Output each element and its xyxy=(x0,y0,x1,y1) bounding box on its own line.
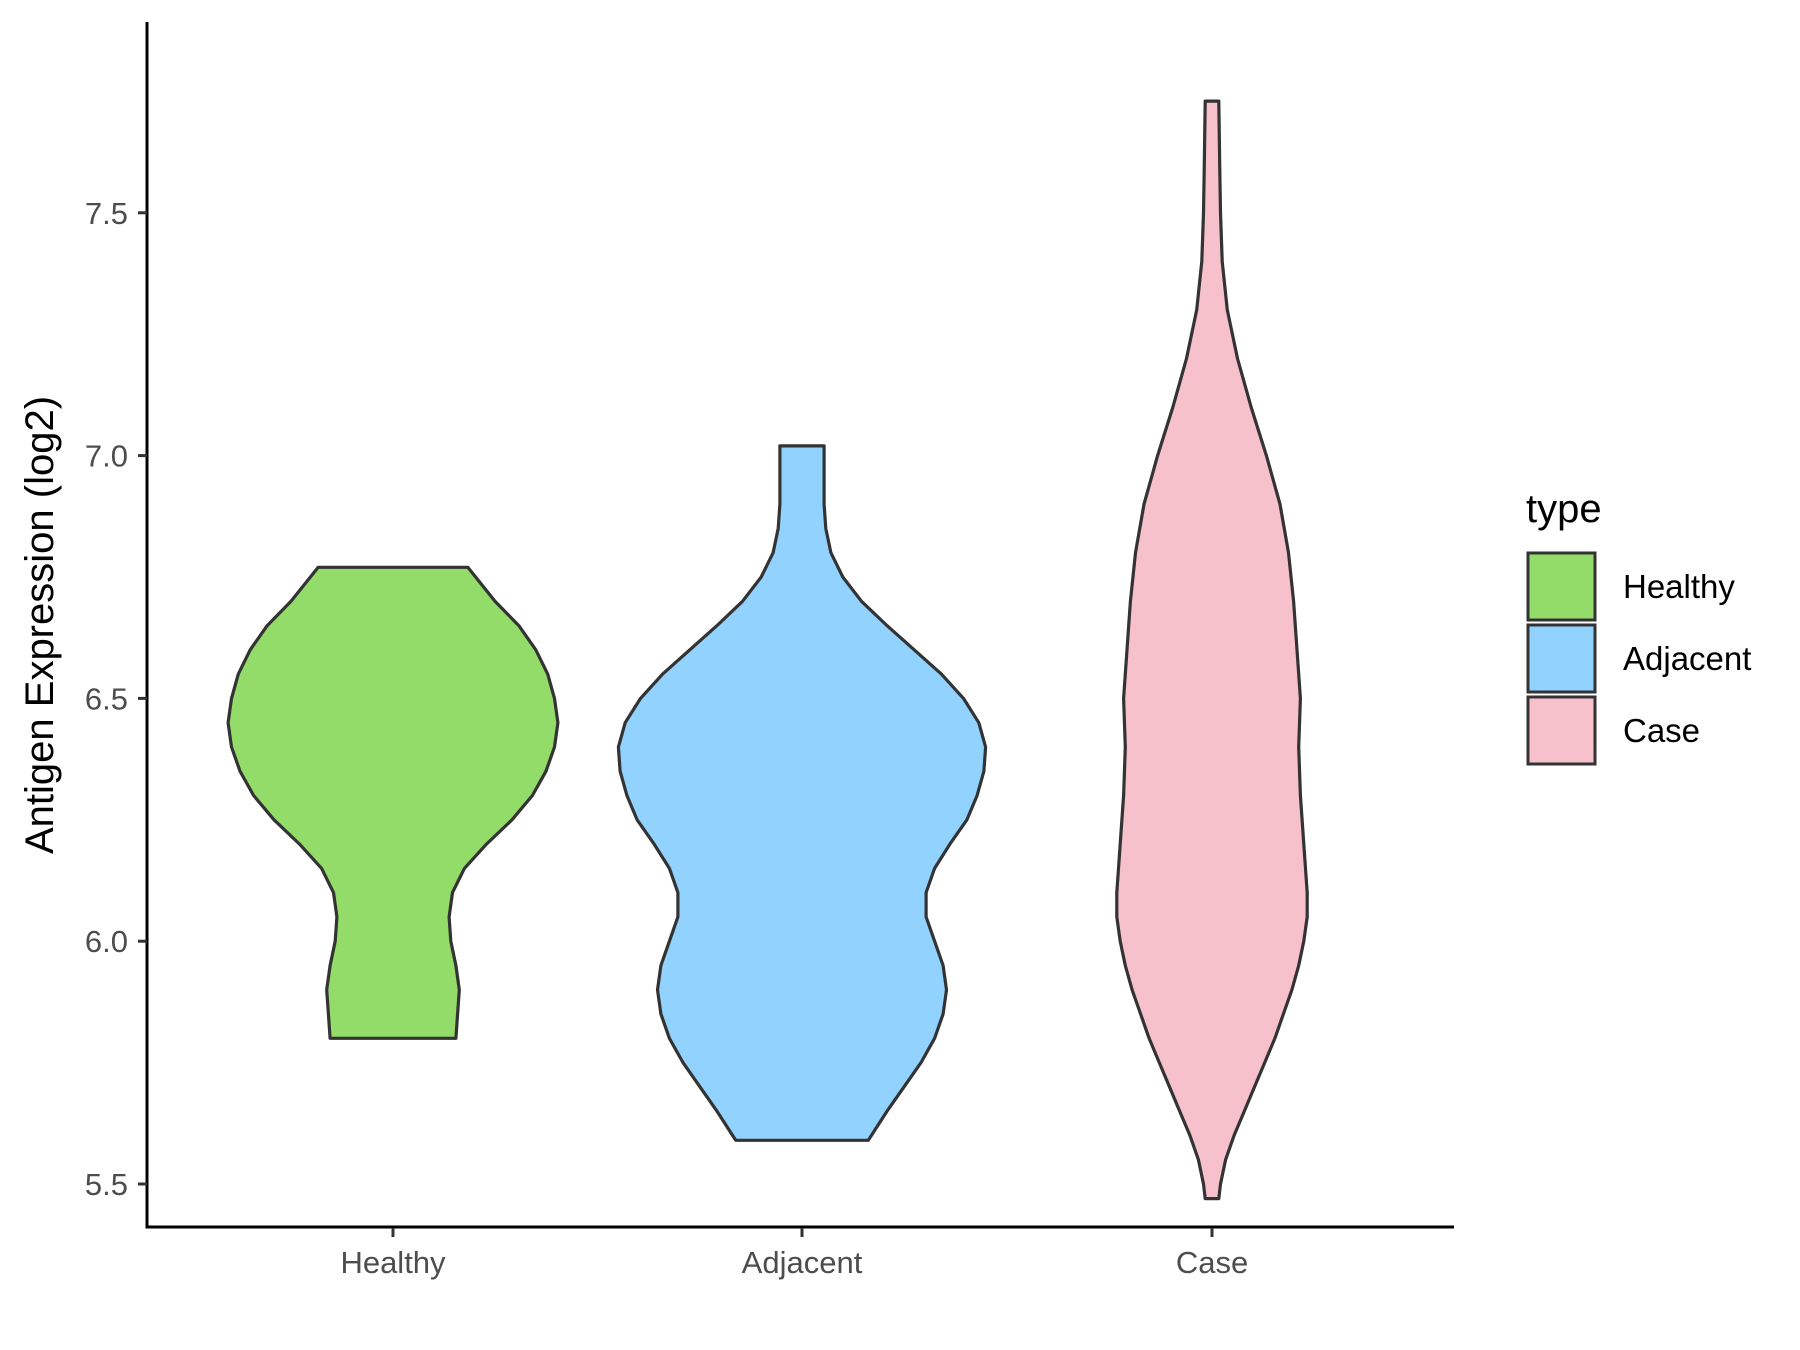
legend-title: type xyxy=(1526,487,1602,531)
legend-label: Healthy xyxy=(1623,568,1735,605)
legend-label: Adjacent xyxy=(1623,640,1751,677)
y-axis-ticks: 5.5 6.0 6.5 7.0 7.5 xyxy=(85,196,147,1202)
violin-case xyxy=(1115,99,1309,1201)
x-tick-label: Case xyxy=(1176,1245,1248,1280)
legend-key-healthy xyxy=(1526,551,1597,622)
legend-key-case xyxy=(1526,695,1597,766)
y-tick-label: 7.0 xyxy=(85,439,128,474)
violin-adjacent xyxy=(616,444,988,1142)
legend-label: Case xyxy=(1623,712,1700,749)
y-tick-label: 7.5 xyxy=(85,196,128,231)
x-axis-ticks: Healthy Adjacent Case xyxy=(340,1228,1248,1280)
y-tick-label: 5.5 xyxy=(85,1167,128,1202)
x-tick-label: Adjacent xyxy=(742,1245,863,1280)
y-tick-label: 6.5 xyxy=(85,681,128,716)
y-tick-label: 6.0 xyxy=(85,924,128,959)
legend-key-adjacent xyxy=(1526,623,1597,694)
violin-healthy xyxy=(226,565,560,1040)
x-tick-label: Healthy xyxy=(340,1245,446,1280)
y-axis-title: Antigen Expression (log2) xyxy=(18,396,62,854)
legend: Healthy Adjacent Case xyxy=(1526,551,1751,766)
violin-layer xyxy=(226,99,1309,1201)
